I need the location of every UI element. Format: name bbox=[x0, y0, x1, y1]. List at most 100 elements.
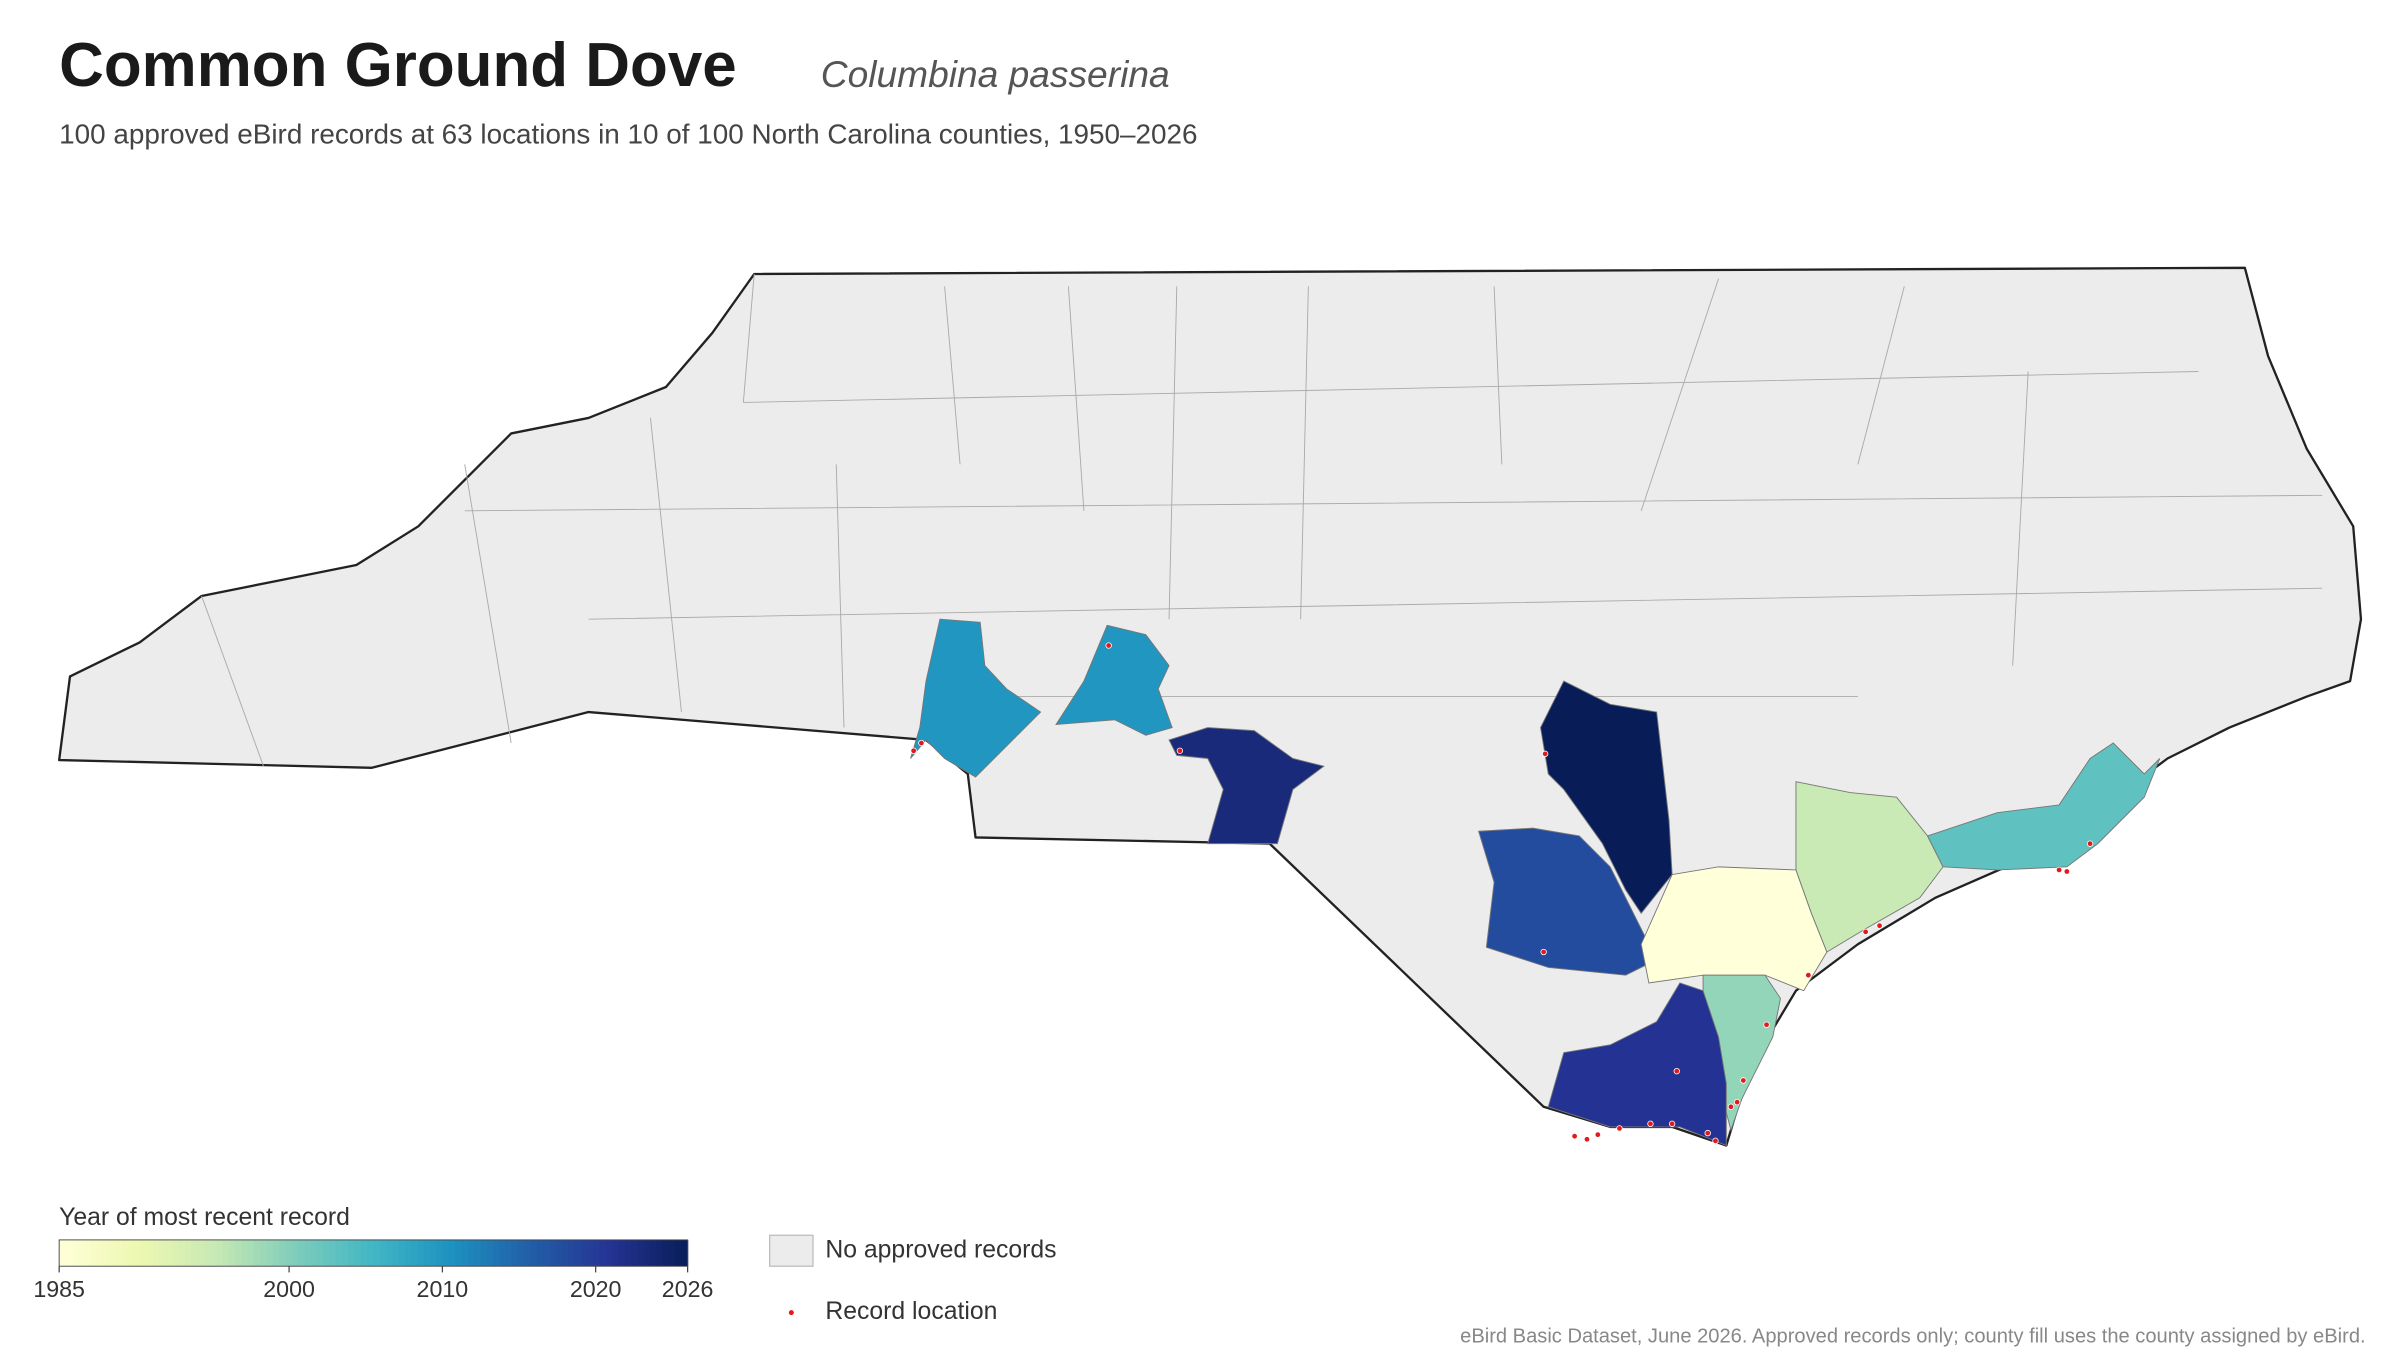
colorbar-step bbox=[285, 1239, 293, 1267]
record-locations bbox=[910, 642, 2094, 1145]
county bbox=[1168, 727, 1325, 845]
colorbar-step bbox=[191, 1239, 199, 1267]
colorbar-step bbox=[159, 1239, 167, 1267]
record-dot bbox=[1616, 1125, 1623, 1132]
colorbar-step bbox=[505, 1239, 513, 1267]
colorbar-step bbox=[197, 1239, 205, 1267]
record-dot bbox=[1673, 1068, 1680, 1075]
colorbar-step bbox=[486, 1239, 494, 1267]
state-outline bbox=[58, 266, 2363, 1147]
no-record-label: No approved records bbox=[825, 1236, 1056, 1263]
species-name: Columbina passerina bbox=[821, 53, 1170, 95]
colorbar-frame bbox=[58, 1239, 689, 1267]
colorbar-step bbox=[536, 1239, 544, 1267]
colorbar-step bbox=[668, 1239, 676, 1267]
record-dot bbox=[1862, 928, 1869, 936]
colorbar-step bbox=[618, 1239, 626, 1267]
colorbar-step bbox=[109, 1239, 117, 1267]
colorbar-step bbox=[524, 1239, 532, 1267]
colorbar-step bbox=[266, 1239, 274, 1267]
colorbar-step bbox=[304, 1239, 312, 1267]
colorbar-step bbox=[492, 1239, 500, 1267]
colorbar-step bbox=[473, 1239, 481, 1267]
colorbar-step bbox=[587, 1239, 594, 1267]
colorbar-step bbox=[561, 1239, 569, 1267]
colorbar-step bbox=[461, 1239, 469, 1267]
colorbar-step bbox=[574, 1239, 582, 1267]
record-dot bbox=[1805, 972, 1812, 979]
colorbar-step bbox=[71, 1239, 79, 1267]
record-dot bbox=[1647, 1120, 1654, 1127]
county bbox=[910, 618, 1042, 778]
colorbar-step bbox=[360, 1239, 368, 1267]
colorbar-step bbox=[96, 1239, 104, 1267]
colorbar-step bbox=[253, 1239, 261, 1267]
colorbar-step bbox=[448, 1239, 456, 1267]
colorbar-step bbox=[398, 1239, 406, 1267]
record-dot bbox=[1583, 1136, 1591, 1143]
colorbar-step bbox=[153, 1239, 161, 1267]
colorbar-step bbox=[203, 1239, 211, 1267]
colorbar-step bbox=[291, 1239, 299, 1267]
colorbar-step bbox=[341, 1239, 349, 1267]
colorbar-step bbox=[147, 1239, 155, 1267]
colorbar-step bbox=[511, 1239, 519, 1267]
colorbar-tick-label: 2026 bbox=[662, 1276, 714, 1302]
colorbar-step bbox=[404, 1239, 412, 1267]
colorbar-step bbox=[499, 1239, 506, 1267]
colorbar-step bbox=[279, 1239, 287, 1267]
county-borders bbox=[201, 273, 2323, 767]
county bbox=[1926, 742, 2161, 871]
colorbar-step bbox=[323, 1239, 331, 1267]
colorbar-step bbox=[593, 1239, 601, 1267]
county bbox=[1540, 680, 1673, 915]
colorbar-step bbox=[209, 1239, 217, 1267]
record-dot bbox=[1594, 1131, 1601, 1138]
title: Common Ground Dove bbox=[59, 31, 737, 100]
colorbar-step bbox=[128, 1239, 136, 1267]
colorbar-step bbox=[467, 1239, 475, 1267]
colorbar-step bbox=[555, 1239, 563, 1267]
colorbar-step bbox=[216, 1239, 224, 1267]
colorbar-step bbox=[184, 1239, 192, 1267]
colorbar-step bbox=[78, 1239, 85, 1267]
colorbar-step bbox=[247, 1239, 255, 1267]
colorbar-step bbox=[122, 1239, 129, 1267]
counties bbox=[910, 618, 2161, 1147]
colorbar-step bbox=[90, 1239, 98, 1267]
colorbar-step bbox=[599, 1239, 607, 1267]
record-dot bbox=[1176, 747, 1184, 754]
record-dot bbox=[1876, 922, 1883, 929]
colorbar-step bbox=[379, 1239, 387, 1267]
colorbar-tick-label: 2000 bbox=[263, 1276, 315, 1302]
colorbar-step bbox=[392, 1239, 400, 1267]
colorbar-step bbox=[612, 1239, 620, 1267]
no-record-swatch bbox=[769, 1234, 814, 1267]
record-dot bbox=[1712, 1137, 1719, 1145]
record-dot bbox=[2055, 866, 2063, 874]
colorbar-step bbox=[442, 1239, 450, 1267]
record-dot bbox=[1540, 948, 1547, 956]
colorbar-step bbox=[329, 1239, 337, 1267]
colorbar-step bbox=[140, 1239, 148, 1267]
record-dot bbox=[1571, 1133, 1578, 1140]
colorbar-step bbox=[605, 1239, 613, 1267]
colorbar-step bbox=[681, 1239, 689, 1267]
colorbar-step bbox=[59, 1239, 67, 1267]
record-dot bbox=[1542, 750, 1549, 758]
colorbar-step bbox=[643, 1239, 651, 1267]
colorbar-step bbox=[656, 1239, 664, 1267]
colorbar-step bbox=[455, 1239, 463, 1267]
colorbar-step bbox=[417, 1239, 425, 1267]
record-dot bbox=[918, 739, 925, 747]
record-dot bbox=[2086, 840, 2094, 847]
colorbar-step bbox=[517, 1239, 525, 1267]
colorbar-step bbox=[637, 1239, 645, 1267]
colorbar-step bbox=[297, 1239, 305, 1267]
colorbar-step bbox=[624, 1239, 632, 1267]
colorbar-step bbox=[65, 1239, 73, 1267]
record-dot bbox=[1105, 642, 1112, 649]
colorbar-step bbox=[348, 1239, 356, 1267]
colorbar-step bbox=[480, 1239, 488, 1267]
record-dot bbox=[1740, 1077, 1747, 1084]
